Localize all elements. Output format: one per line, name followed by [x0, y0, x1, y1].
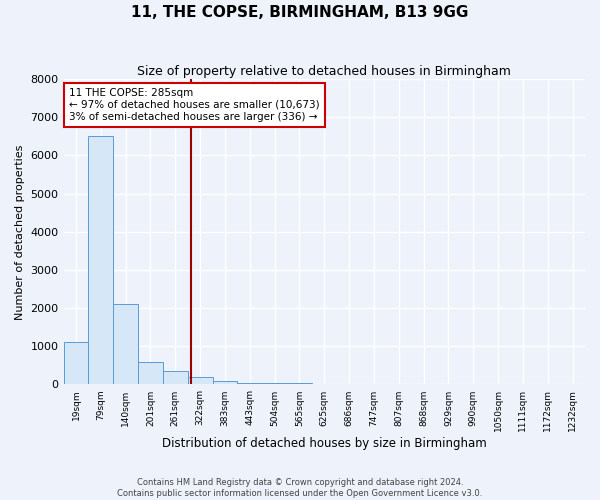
- Bar: [113, 304, 138, 384]
- Bar: [287, 382, 312, 384]
- Bar: [88, 136, 113, 384]
- Bar: [212, 380, 238, 384]
- Text: 11, THE COPSE, BIRMINGHAM, B13 9GG: 11, THE COPSE, BIRMINGHAM, B13 9GG: [131, 5, 469, 20]
- Text: 11 THE COPSE: 285sqm
← 97% of detached houses are smaller (10,673)
3% of semi-de: 11 THE COPSE: 285sqm ← 97% of detached h…: [69, 88, 319, 122]
- Bar: [238, 382, 262, 384]
- Y-axis label: Number of detached properties: Number of detached properties: [15, 144, 25, 320]
- Bar: [262, 382, 287, 384]
- X-axis label: Distribution of detached houses by size in Birmingham: Distribution of detached houses by size …: [162, 437, 487, 450]
- Bar: [64, 342, 88, 384]
- Text: Contains HM Land Registry data © Crown copyright and database right 2024.
Contai: Contains HM Land Registry data © Crown c…: [118, 478, 482, 498]
- Bar: [163, 371, 188, 384]
- Bar: [138, 362, 163, 384]
- Title: Size of property relative to detached houses in Birmingham: Size of property relative to detached ho…: [137, 65, 511, 78]
- Bar: [188, 377, 212, 384]
